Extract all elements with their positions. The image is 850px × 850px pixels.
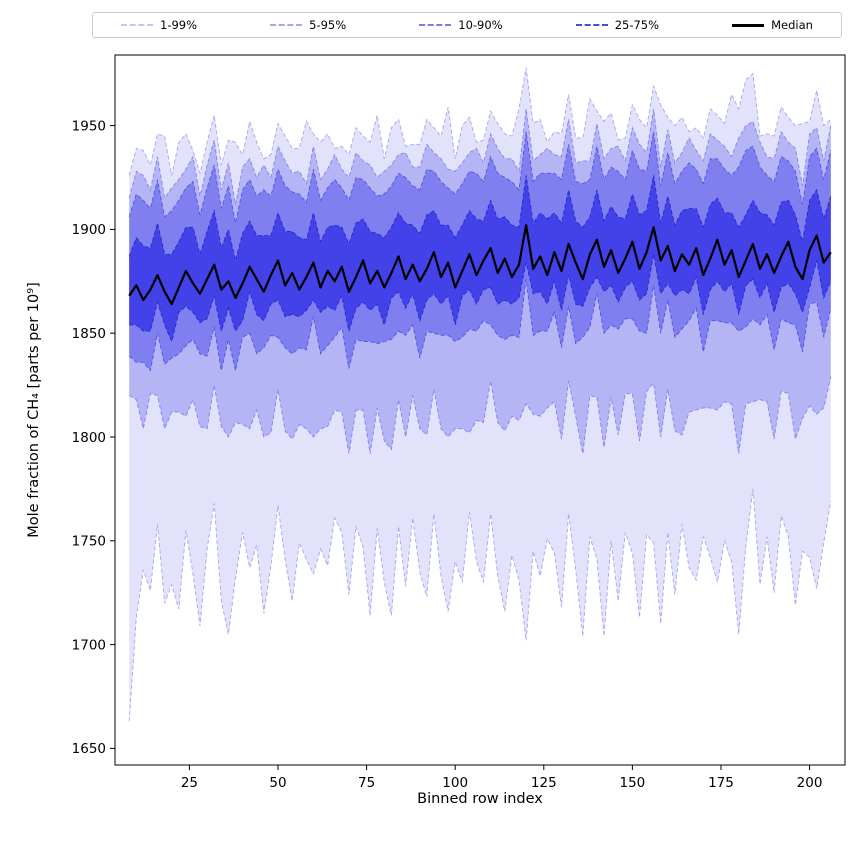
x-axis-label: Binned row index <box>417 791 543 807</box>
legend-label: Median <box>771 18 813 32</box>
band-edge-lower-25-75% <box>129 254 832 343</box>
y-tick-label: 1750 <box>72 534 106 550</box>
band-edge-upper-25-75% <box>128 175 832 261</box>
plot-frame <box>114 54 846 766</box>
legend-item-1-99: 1-99% <box>121 18 197 32</box>
legend-item-10-90: 10-90% <box>419 18 503 32</box>
x-tick-label: 100 <box>442 775 468 791</box>
x-tick-label: 25 <box>181 775 198 791</box>
y-tick-label: 1700 <box>72 637 106 653</box>
band-edge-lower-1-99% <box>128 488 832 722</box>
band-edge-upper-10-90% <box>128 131 832 224</box>
x-tick-label: 200 <box>797 775 823 791</box>
legend: 1-99% 5-95% 10-90% 25-75% Median <box>92 12 842 38</box>
solid-line-sample-icon <box>732 23 765 27</box>
legend-item-5-95: 5-95% <box>270 18 346 32</box>
dashed-line-sample-icon <box>575 24 608 26</box>
y-tick-label: 1950 <box>72 118 106 134</box>
x-tick-label: 150 <box>619 775 645 791</box>
legend-label: 10-90% <box>458 18 503 32</box>
band-edge-upper-5-95% <box>128 108 832 205</box>
legend-label: 5-95% <box>309 18 347 32</box>
x-tick-label: 50 <box>269 775 286 791</box>
legend-label: 1-99% <box>160 18 198 32</box>
band-edge-upper-1-99% <box>128 67 832 176</box>
dashed-line-sample-icon <box>270 24 303 26</box>
band-edge-lower-5-95% <box>128 376 832 454</box>
x-tick-label: 75 <box>358 775 375 791</box>
dashed-line-sample-icon <box>419 24 452 26</box>
band-fill-25-75% <box>129 175 831 342</box>
median-line <box>128 224 832 306</box>
y-axis-label: Mole fraction of CH₄ [parts per 10⁹] <box>26 282 42 537</box>
x-tick-label: 175 <box>708 775 734 791</box>
legend-item-median: Median <box>732 18 813 32</box>
legend-label: 25-75% <box>614 18 660 32</box>
x-tick-label: 125 <box>531 775 557 791</box>
y-tick-label: 1850 <box>72 326 106 342</box>
y-tick-label: 1650 <box>72 741 106 757</box>
dashed-line-sample-icon <box>121 24 153 26</box>
y-tick-label: 1900 <box>72 222 106 238</box>
legend-item-25-75: 25-75% <box>575 18 660 32</box>
band-edge-lower-10-90% <box>128 279 832 372</box>
y-tick-label: 1800 <box>72 430 106 446</box>
